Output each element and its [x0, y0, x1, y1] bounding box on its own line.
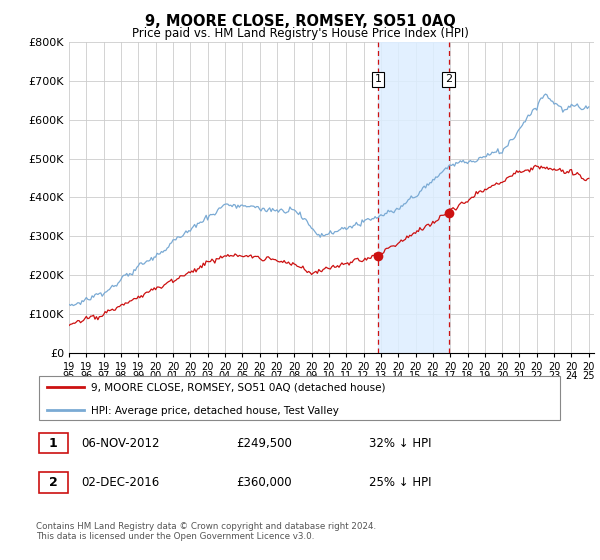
Text: 1: 1 [374, 74, 382, 85]
Text: 06-NOV-2012: 06-NOV-2012 [81, 437, 160, 450]
FancyBboxPatch shape [38, 472, 68, 493]
Text: 9, MOORE CLOSE, ROMSEY, SO51 0AQ: 9, MOORE CLOSE, ROMSEY, SO51 0AQ [145, 14, 455, 29]
FancyBboxPatch shape [38, 433, 68, 454]
Text: Price paid vs. HM Land Registry's House Price Index (HPI): Price paid vs. HM Land Registry's House … [131, 27, 469, 40]
Text: 32% ↓ HPI: 32% ↓ HPI [368, 437, 431, 450]
Text: 1: 1 [49, 437, 57, 450]
FancyBboxPatch shape [38, 376, 560, 421]
Text: £360,000: £360,000 [236, 476, 292, 489]
Text: HPI: Average price, detached house, Test Valley: HPI: Average price, detached house, Test… [91, 406, 340, 416]
Text: 25% ↓ HPI: 25% ↓ HPI [368, 476, 431, 489]
Text: 2: 2 [49, 476, 57, 489]
Text: £249,500: £249,500 [236, 437, 293, 450]
Text: Contains HM Land Registry data © Crown copyright and database right 2024.
This d: Contains HM Land Registry data © Crown c… [36, 522, 376, 542]
Text: 02-DEC-2016: 02-DEC-2016 [81, 476, 159, 489]
Text: 9, MOORE CLOSE, ROMSEY, SO51 0AQ (detached house): 9, MOORE CLOSE, ROMSEY, SO51 0AQ (detach… [91, 383, 386, 393]
Text: 2: 2 [445, 74, 452, 85]
